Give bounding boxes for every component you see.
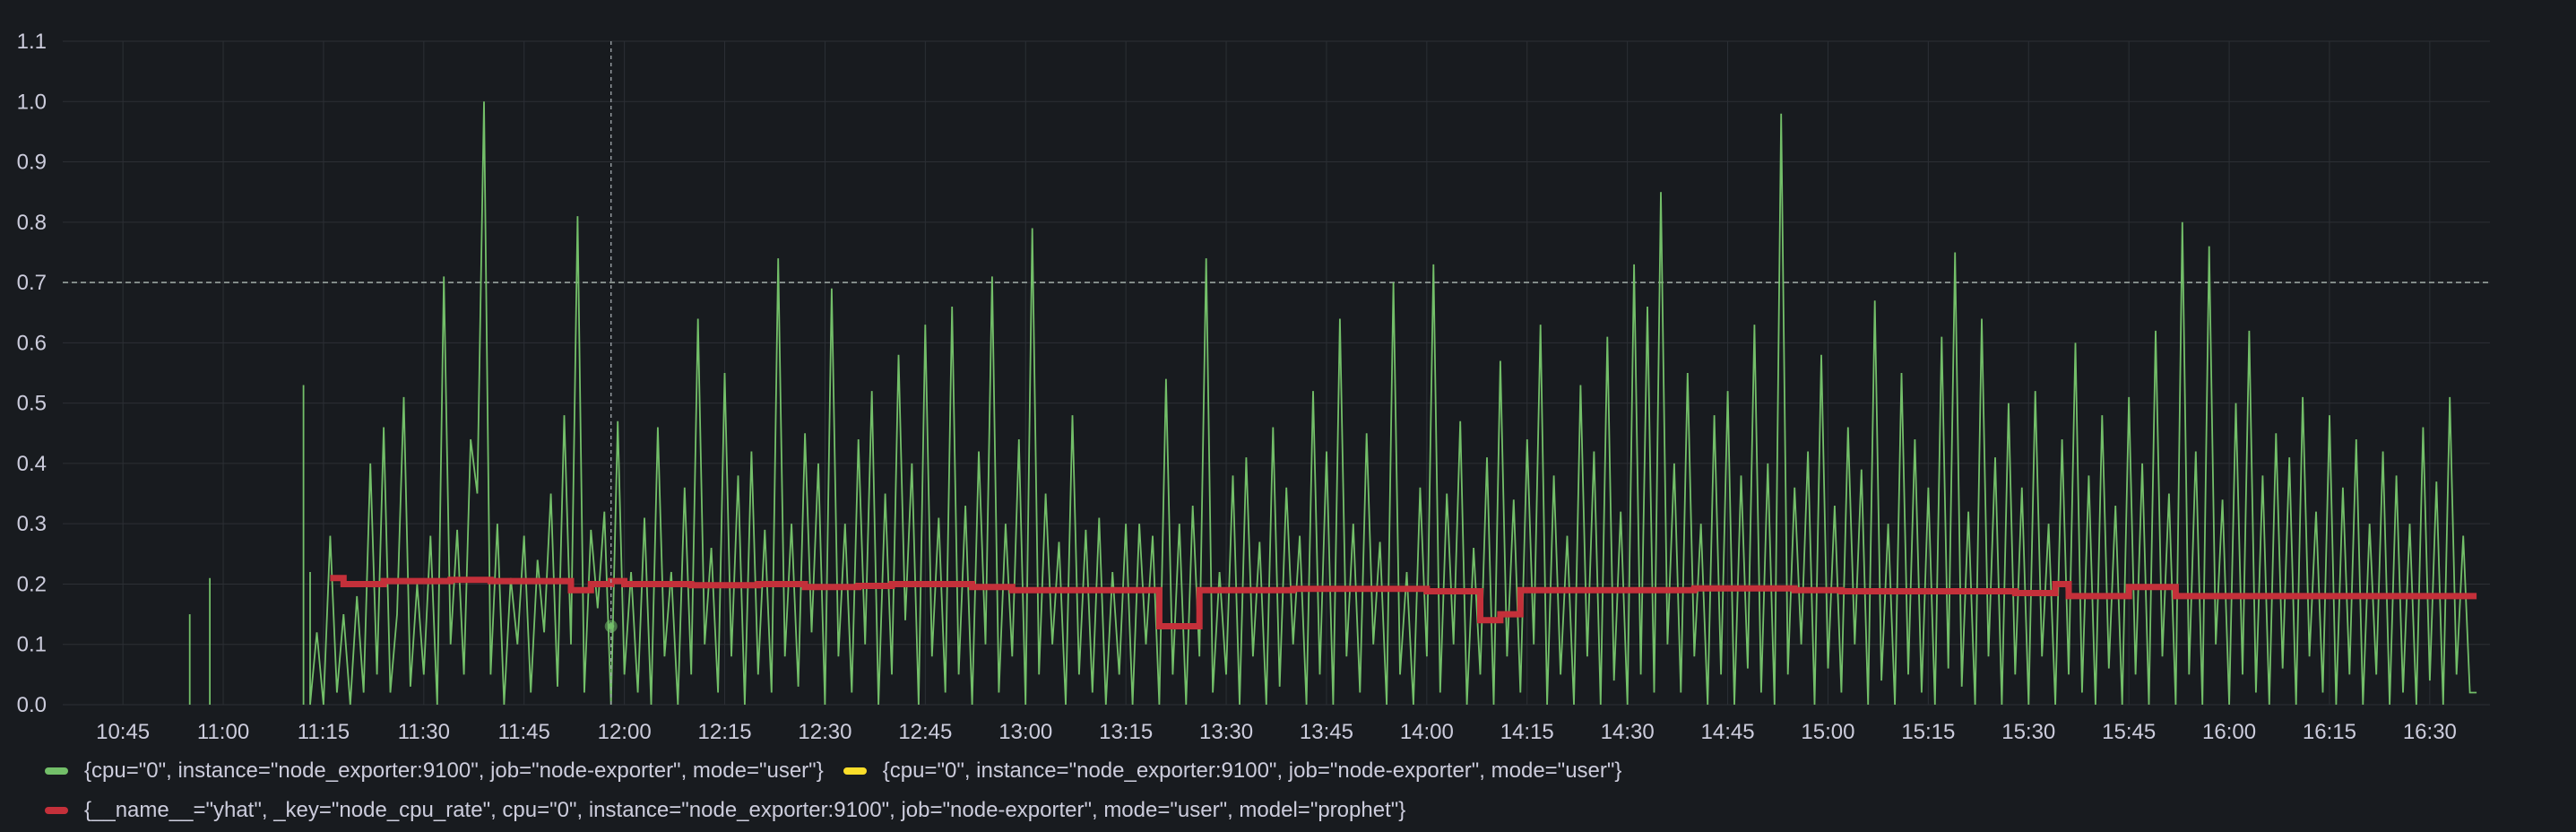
x-tick-label: 11:15 [298, 720, 350, 744]
y-tick-label: 0.6 [17, 331, 47, 355]
x-tick-label: 13:00 [998, 720, 1052, 744]
x-tick-label: 15:15 [1901, 720, 1955, 744]
legend-label: {cpu="0", instance="node_exporter:9100",… [84, 758, 824, 783]
x-tick-label: 11:45 [498, 720, 550, 744]
x-tick-label: 13:30 [1199, 720, 1253, 744]
x-axis: 10:45 11:00 11:15 11:30 11:45 12:00 12:15 12:30… [96, 720, 2457, 744]
legend-swatch-yellow [843, 767, 867, 775]
y-tick-label: 0.2 [17, 572, 47, 596]
y-tick-label: 0.3 [17, 512, 47, 536]
hover-point [608, 623, 615, 630]
x-tick-label: 12:45 [898, 720, 952, 744]
y-tick-label: 1.0 [17, 90, 47, 114]
grid-lines [63, 40, 2490, 706]
y-axis: 0.0 0.1 0.2 0.3 0.4 0.5 0.6 0.7 0.8 0.9 1.0 1.1 [17, 30, 47, 717]
legend-swatch-green [45, 767, 68, 775]
x-tick-label: 12:15 [698, 720, 752, 744]
cpu-rate-line [309, 101, 2477, 706]
legend-item-green[interactable]: {cpu="0", instance="node_exporter:9100",… [45, 758, 824, 784]
legend-label: {cpu="0", instance="node_exporter:9100",… [882, 758, 1622, 783]
y-tick-label: 0.4 [17, 452, 47, 476]
y-tick-label: 0.0 [17, 693, 47, 717]
chart-plot[interactable]: 0.0 0.1 0.2 0.3 0.4 0.5 0.6 0.7 0.8 0.9 1.0 1.1 10:… [0, 0, 2576, 753]
x-tick-label: 13:15 [1099, 720, 1153, 744]
x-tick-label: 14:45 [1701, 720, 1755, 744]
x-tick-label: 16:30 [2403, 720, 2457, 744]
x-tick-label: 16:00 [2202, 720, 2256, 744]
y-tick-label: 0.7 [17, 271, 47, 295]
x-tick-label: 13:45 [1300, 720, 1353, 744]
forecast-line [330, 575, 2477, 629]
y-tick-label: 0.8 [17, 211, 47, 235]
legend-item-yellow[interactable]: {cpu="0", instance="node_exporter:9100",… [843, 758, 1622, 784]
legend-label: {__name__="yhat", _key="node_cpu_rate", … [84, 798, 1406, 822]
timeseries-panel[interactable]: 0.0 0.1 0.2 0.3 0.4 0.5 0.6 0.7 0.8 0.9 1.0 1.1 10:… [0, 0, 2576, 753]
legend-row-1: {cpu="0", instance="node_exporter:9100",… [45, 751, 2554, 791]
y-tick-label: 0.5 [17, 392, 47, 416]
y-tick-label: 1.1 [17, 30, 47, 54]
x-tick-label: 15:00 [1801, 720, 1854, 744]
legend-item-red[interactable]: {__name__="yhat", _key="node_cpu_rate", … [45, 798, 1405, 823]
x-tick-label: 15:30 [2001, 720, 2055, 744]
legend: {cpu="0", instance="node_exporter:9100",… [45, 751, 2554, 830]
y-tick-label: 0.1 [17, 633, 47, 657]
legend-swatch-red [45, 807, 68, 814]
y-tick-label: 0.9 [17, 151, 47, 175]
x-tick-label: 11:00 [197, 720, 249, 744]
x-tick-label: 11:30 [398, 720, 450, 744]
x-tick-label: 14:30 [1601, 720, 1655, 744]
hover-crosshair [604, 41, 618, 705]
legend-row-2: {__name__="yhat", _key="node_cpu_rate", … [45, 791, 2554, 830]
x-tick-label: 10:45 [96, 720, 150, 744]
x-tick-label: 14:00 [1400, 720, 1454, 744]
x-tick-label: 16:15 [2303, 720, 2356, 744]
x-tick-label: 14:15 [1500, 720, 1554, 744]
x-tick-label: 15:45 [2102, 720, 2156, 744]
x-tick-label: 12:30 [798, 720, 851, 744]
series-lines [188, 101, 2477, 706]
x-tick-label: 12:00 [598, 720, 652, 744]
